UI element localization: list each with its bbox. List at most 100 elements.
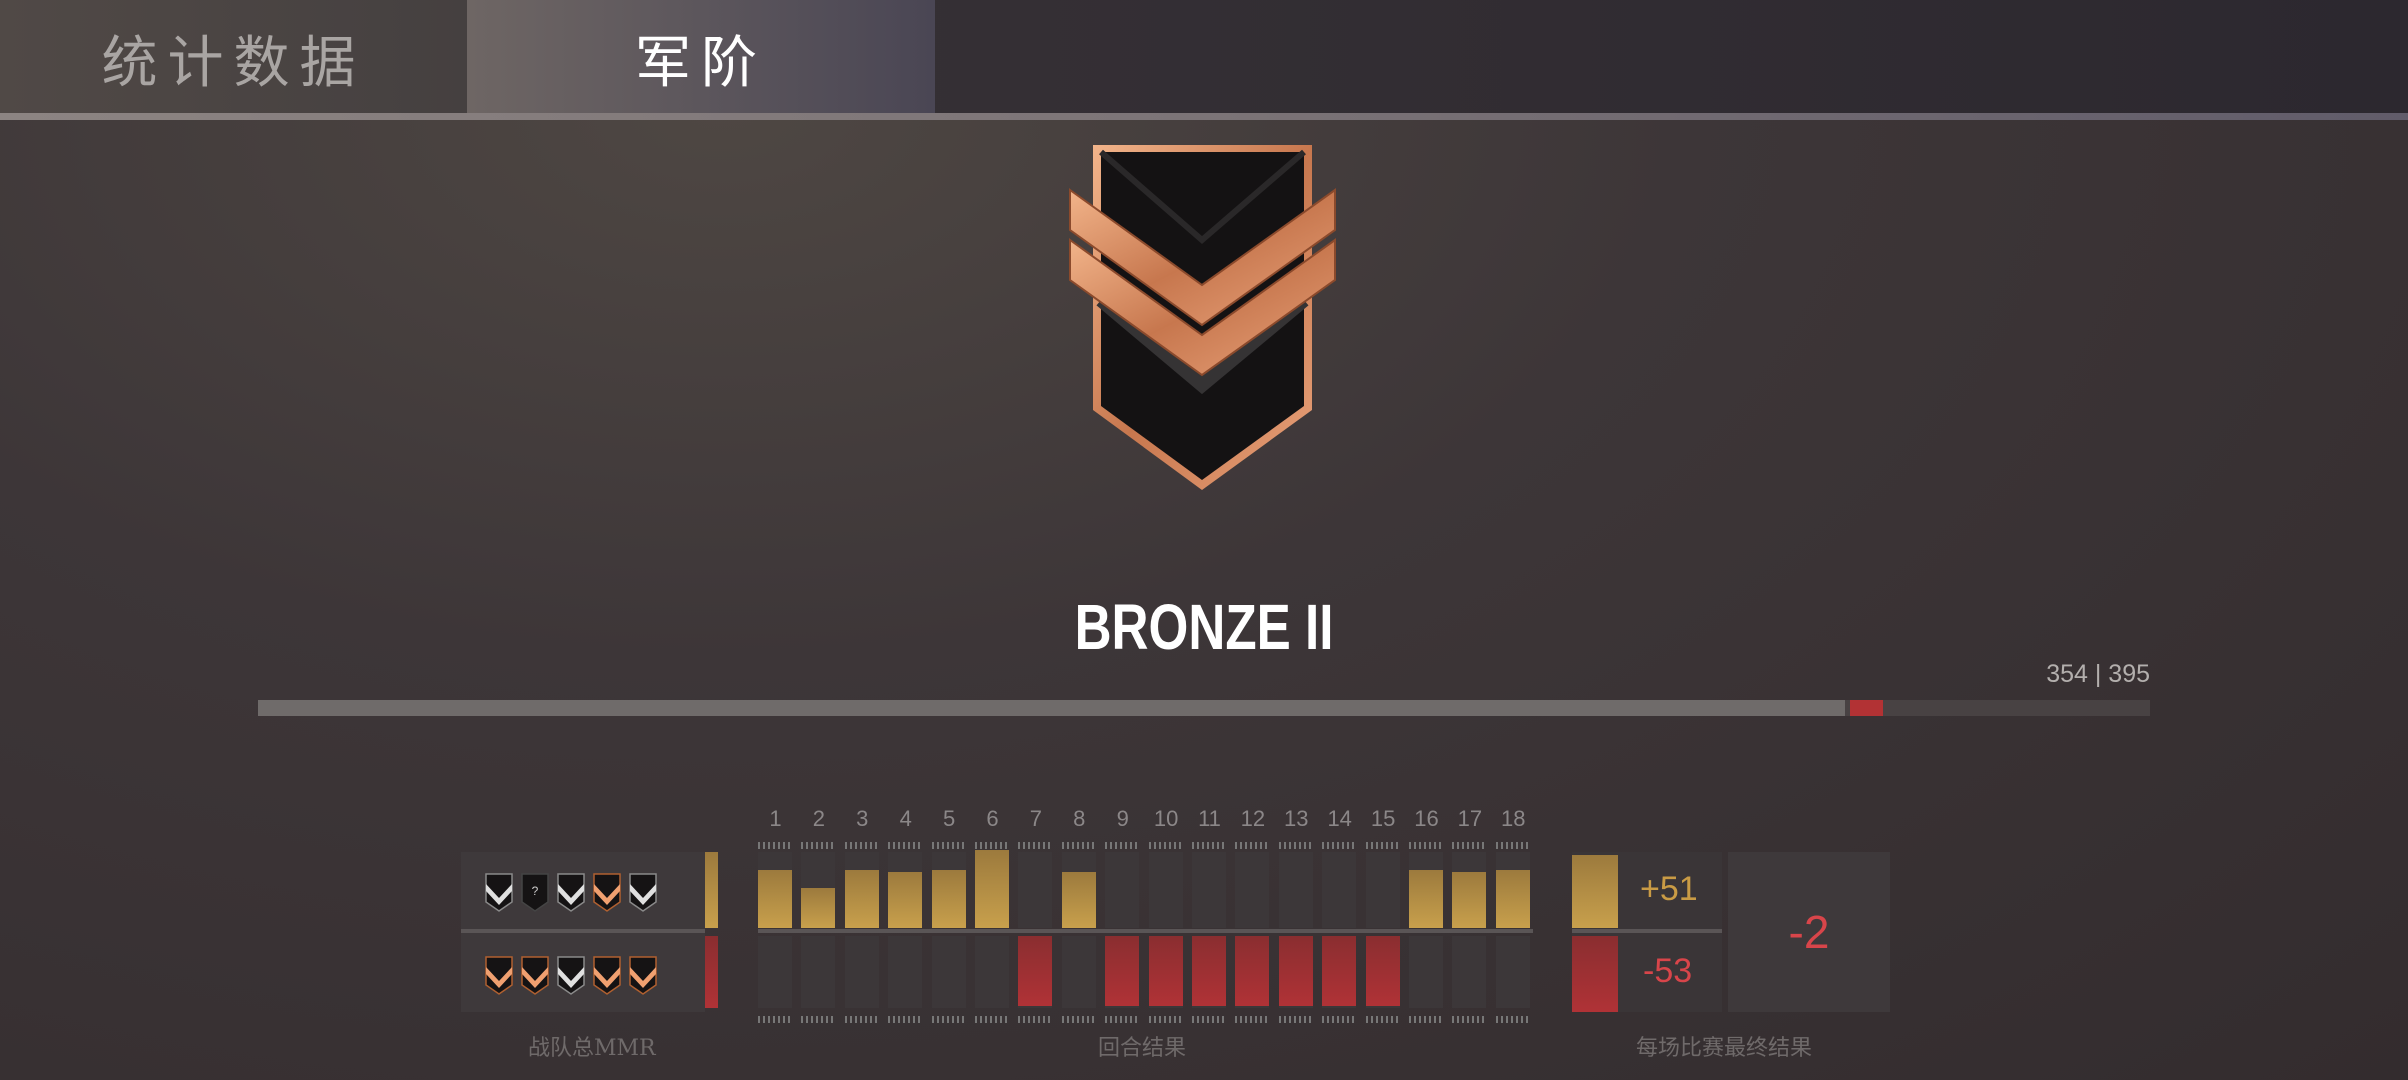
- round-won-bar: [888, 872, 923, 928]
- round-won-bar: [931, 870, 966, 928]
- round-slot-won: [1105, 852, 1140, 928]
- points-gain: +51: [1640, 870, 1698, 908]
- progress-fill: [258, 700, 1846, 716]
- round-slot-lost: [844, 936, 879, 1008]
- round-won-bar: [758, 870, 792, 928]
- round-tick-bottom: [1148, 1016, 1183, 1023]
- round-won-bar: [1495, 870, 1530, 928]
- round-tick-top: [1452, 842, 1487, 849]
- round-tick-bottom: [931, 1016, 966, 1023]
- round-lost-bar: [1322, 936, 1357, 1006]
- round-number: 13: [1284, 806, 1309, 831]
- round-tick-bottom: [1105, 1016, 1140, 1023]
- round-tick-top: [888, 842, 923, 849]
- result-divider: [1572, 929, 1722, 933]
- round-slot-lost: [1452, 936, 1487, 1008]
- round-number: 6: [986, 806, 999, 831]
- round-tick-top: [1322, 842, 1357, 849]
- round-tick-top: [801, 842, 836, 849]
- team-player5-silver-rank-icon: [629, 873, 657, 912]
- round-tick-bottom: [1365, 1016, 1400, 1023]
- round-tick-top: [844, 842, 879, 849]
- round-slot-lost: [931, 936, 966, 1008]
- round-tick-top: [1061, 842, 1096, 849]
- round-lost-bar: [1365, 936, 1400, 1006]
- round-tick-bottom: [1409, 1016, 1443, 1023]
- round-tick-top: [1235, 842, 1270, 849]
- round-tick-bottom: [1278, 1016, 1313, 1023]
- mmr-divider: [461, 929, 705, 933]
- round-lost-bar: [1278, 936, 1313, 1006]
- round-tick-top: [975, 842, 1009, 849]
- mmr-label: 战队总MMR: [528, 1036, 656, 1061]
- round-number: 15: [1370, 806, 1396, 831]
- round-number: 4: [899, 806, 912, 831]
- enemy-player1-bronze-rank-icon: [485, 956, 513, 995]
- round-tick-bottom: [801, 1016, 836, 1023]
- net-result: -2: [1788, 906, 1830, 958]
- round-lost-bar: [1018, 936, 1053, 1006]
- round-slot-won: [1278, 852, 1313, 928]
- round-number: 14: [1327, 806, 1352, 831]
- tab-bar: 统计数据 军阶: [0, 0, 2408, 120]
- round-number: 9: [1116, 806, 1129, 831]
- points-loss: -53: [1643, 952, 1693, 990]
- progress-loss: [1850, 700, 1884, 716]
- round-number: 7: [1029, 806, 1043, 831]
- svg-text:?: ?: [532, 884, 539, 898]
- net-panel: [1728, 852, 1890, 1012]
- round-tick-bottom: [1235, 1016, 1270, 1023]
- round-tick-top: [758, 842, 792, 849]
- round-tick-top: [1018, 842, 1053, 849]
- round-number: 3: [856, 806, 869, 831]
- enemy-player5-bronze-rank-icon: [629, 956, 657, 995]
- round-number: 1: [769, 806, 782, 831]
- loss-bar: [1572, 936, 1618, 1012]
- round-tick-top: [1192, 842, 1226, 849]
- tab-underline: [0, 113, 2408, 120]
- rounds-divider: [758, 929, 1533, 933]
- round-number: 2: [812, 806, 826, 831]
- round-tick-bottom: [1061, 1016, 1096, 1023]
- tab-statistics[interactable]: 统计数据: [0, 0, 467, 116]
- rounds-label: 回合结果: [1098, 1036, 1187, 1061]
- round-lost-bar: [1148, 936, 1183, 1006]
- round-won-bar: [1061, 872, 1096, 928]
- round-tick-bottom: [844, 1016, 879, 1023]
- tab-rank[interactable]: 军阶: [467, 0, 935, 116]
- round-slot-won: [1192, 852, 1226, 928]
- round-tick-bottom: [1192, 1016, 1226, 1023]
- enemy-player4-bronze-rank-icon: [593, 956, 621, 995]
- round-tick-top: [1278, 842, 1313, 849]
- round-lost-bar: [1192, 936, 1226, 1006]
- round-slot-won: [1018, 852, 1053, 928]
- team-player2-unknown-rank-icon: ?: [521, 873, 549, 912]
- gain-bar: [1572, 855, 1618, 928]
- round-number: 11: [1198, 806, 1221, 831]
- rank-title: BRONZE II: [1074, 591, 1334, 663]
- round-number: 10: [1153, 806, 1179, 831]
- round-number: 12: [1240, 806, 1266, 831]
- round-slot-lost: [888, 936, 923, 1008]
- rank-progress-bar: [258, 700, 2150, 716]
- round-won-bar: [975, 850, 1009, 928]
- team-player4-bronze-rank-icon: [593, 873, 621, 912]
- round-slot-lost: [975, 936, 1009, 1008]
- round-tick-bottom: [1495, 1016, 1530, 1023]
- enemy-mmr-bar: [705, 936, 718, 1008]
- round-number: 16: [1414, 806, 1439, 831]
- round-slot-lost: [758, 936, 792, 1008]
- round-number: 18: [1501, 806, 1526, 831]
- round-tick-bottom: [888, 1016, 923, 1023]
- team-player3-silver-rank-icon: [557, 873, 585, 912]
- round-number: 17: [1457, 806, 1483, 831]
- round-slot-lost: [1061, 936, 1096, 1008]
- round-tick-top: [931, 842, 966, 849]
- round-tick-bottom: [1452, 1016, 1487, 1023]
- round-tick-top: [1365, 842, 1400, 849]
- round-lost-bar: [1105, 936, 1140, 1006]
- rank-points: 354 | 395: [2046, 660, 2150, 688]
- enemy-player2-bronze-rank-icon: [521, 956, 549, 995]
- team-mmr-bar: [705, 852, 718, 928]
- round-lost-bar: [1235, 936, 1270, 1006]
